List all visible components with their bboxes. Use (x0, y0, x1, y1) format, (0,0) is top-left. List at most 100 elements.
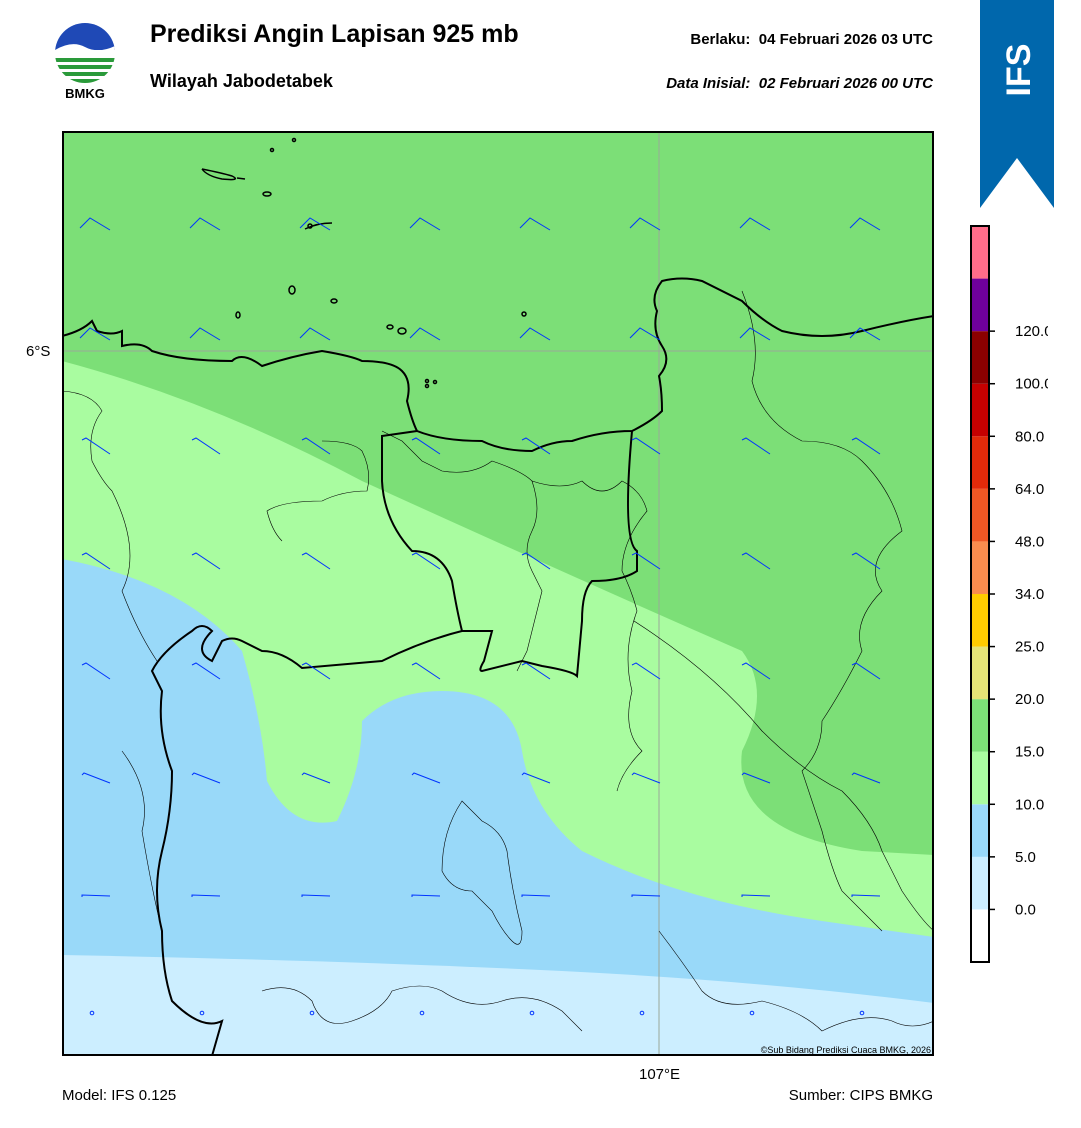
wind-barb (191, 662, 221, 680)
bmkg-logo: BMKG (52, 20, 118, 102)
colorbar-segment (971, 699, 989, 752)
zone-5-10 (62, 559, 934, 1056)
bmkg-logo-icon: BMKG (55, 23, 115, 101)
colorbar-label: 20.0 (1015, 691, 1044, 708)
ifs-ribbon: IFS (980, 0, 1054, 208)
wind-barb (81, 772, 111, 784)
wind-barb (631, 437, 661, 455)
colorbar: 120.0 100.0 80.0 64.0 48.0 34.0 25.0 20.0 15.0 10… (968, 222, 1053, 968)
logo-text: BMKG (65, 86, 105, 101)
wind-barb (849, 327, 881, 341)
colorbar-label: 48.0 (1015, 533, 1044, 550)
wind-barb (299, 217, 331, 231)
colorbar-segment (971, 488, 989, 542)
wind-barb (301, 437, 331, 455)
colorbar-label: 0.0 (1015, 901, 1036, 918)
wind-barb (411, 437, 441, 455)
map-frame (62, 131, 934, 1056)
valid-time-value: 04 Februari 2026 03 UTC (758, 31, 933, 48)
wind-barb (409, 327, 441, 341)
wind-barb (741, 772, 771, 784)
valid-time: Berlaku: 04 Februari 2026 03 UTC (690, 31, 933, 48)
valid-label: Berlaku: (690, 31, 751, 48)
colorbar-label: 120.0 (1015, 323, 1048, 340)
islands (201, 137, 527, 389)
wind-barb (631, 894, 661, 897)
wind-map (61, 131, 935, 1057)
wind-barb (851, 552, 881, 570)
wind-barb (739, 217, 771, 231)
lon-label: 107°E (639, 1066, 681, 1083)
wind-barb (851, 894, 881, 897)
wind-barb (521, 894, 551, 897)
colorbar-label: 64.0 (1015, 481, 1044, 498)
calm-wind-marker (419, 1010, 425, 1016)
wind-barb (301, 894, 331, 897)
admin-boundaries (61, 290, 935, 1032)
wind-barb (81, 894, 111, 897)
initial-time-value: 02 Februari 2026 00 UTC (758, 75, 933, 92)
colorbar-segment (971, 436, 989, 489)
wind-barb (851, 772, 881, 784)
calm-wind-marker (859, 1010, 865, 1016)
wind-barb (741, 552, 771, 570)
wind-barbs (79, 217, 881, 1016)
wind-barb (191, 894, 221, 897)
wind-barb (851, 437, 881, 455)
colorbar-segment (971, 383, 989, 437)
wind-barb (81, 552, 111, 570)
colorbar-segment (971, 646, 989, 700)
wind-barb (301, 552, 331, 570)
calm-wind-marker (89, 1010, 95, 1016)
wind-barb (631, 772, 661, 784)
wind-barb (81, 437, 111, 455)
calm-wind-marker (309, 1010, 315, 1016)
wind-barb (739, 327, 771, 341)
colorbar-label: 100.0 (1015, 376, 1048, 393)
chart-subtitle: Wilayah Jabodetabek (150, 71, 333, 91)
colorbar-label: 5.0 (1015, 849, 1036, 866)
wind-barb (79, 327, 111, 341)
wind-barb (301, 662, 331, 680)
wind-barb (411, 894, 441, 897)
wind-barb (411, 662, 441, 680)
wind-barb (521, 662, 551, 680)
initial-label: Data Inisial: (666, 75, 751, 92)
zone-0-5 (62, 955, 934, 1056)
colorbar-segment (971, 804, 989, 857)
wind-barb (519, 327, 551, 341)
province-boundaries (61, 277, 935, 1057)
wind-barb (521, 437, 551, 455)
lat-label: 6°S (26, 343, 51, 360)
calm-wind-marker (639, 1010, 645, 1016)
colorbar-segment (971, 751, 989, 805)
copyright: ©Sub Bidang Prediksi Cuaca BMKG, 2026 (760, 1045, 931, 1055)
colorbar-label: 80.0 (1015, 428, 1044, 445)
source-label: Sumber: CIPS BMKG (788, 1087, 933, 1104)
colorbar-label: 25.0 (1015, 639, 1044, 656)
wind-barb (849, 217, 881, 231)
wind-barb (191, 437, 221, 455)
colorbar-segment (971, 331, 989, 384)
wind-barb (521, 552, 551, 570)
calm-wind-marker (529, 1010, 535, 1016)
wind-barb (189, 217, 221, 231)
wind-barb (741, 894, 771, 897)
colorbar-segment (971, 856, 989, 910)
colorbar-label: 34.0 (1015, 586, 1044, 603)
wind-barb (519, 217, 551, 231)
colorbar-segment (971, 278, 989, 332)
calm-wind-marker (749, 1010, 755, 1016)
colorbar-label: 10.0 (1015, 796, 1044, 813)
colorbar-segment (971, 909, 989, 962)
wind-barb (741, 662, 771, 680)
colorbar-segment (971, 541, 989, 594)
wind-barb (629, 217, 661, 231)
colorbar-label: 15.0 (1015, 744, 1044, 761)
colorbar-segment (971, 226, 989, 279)
wind-barb (521, 772, 551, 784)
wind-barb (631, 662, 661, 680)
wind-barb (411, 552, 441, 570)
calm-wind-marker (199, 1010, 205, 1016)
wind-barb (299, 327, 331, 341)
